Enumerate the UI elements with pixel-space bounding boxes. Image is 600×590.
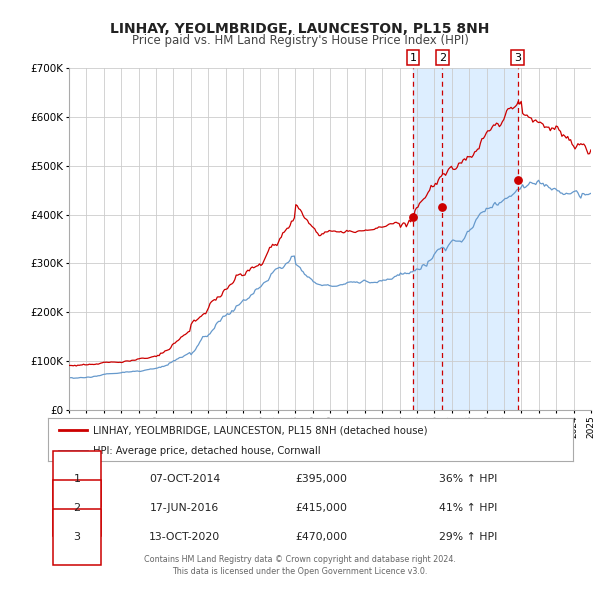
Text: £395,000: £395,000: [295, 474, 347, 484]
Text: 41% ↑ HPI: 41% ↑ HPI: [439, 503, 497, 513]
Text: HPI: Average price, detached house, Cornwall: HPI: Average price, detached house, Corn…: [92, 445, 320, 455]
Text: £470,000: £470,000: [295, 532, 347, 542]
FancyBboxPatch shape: [53, 451, 101, 507]
Text: 07-OCT-2014: 07-OCT-2014: [149, 474, 220, 484]
Text: 29% ↑ HPI: 29% ↑ HPI: [439, 532, 497, 542]
Text: LINHAY, YEOLMBRIDGE, LAUNCESTON, PL15 8NH: LINHAY, YEOLMBRIDGE, LAUNCESTON, PL15 8N…: [110, 22, 490, 37]
Text: 13-OCT-2020: 13-OCT-2020: [149, 532, 220, 542]
Text: Contains HM Land Registry data © Crown copyright and database right 2024.
This d: Contains HM Land Registry data © Crown c…: [144, 555, 456, 576]
Text: 2: 2: [73, 503, 80, 513]
Text: 17-JUN-2016: 17-JUN-2016: [150, 503, 219, 513]
Text: 3: 3: [73, 532, 80, 542]
Text: £415,000: £415,000: [295, 503, 347, 513]
Text: 3: 3: [514, 53, 521, 63]
Text: LINHAY, YEOLMBRIDGE, LAUNCESTON, PL15 8NH (detached house): LINHAY, YEOLMBRIDGE, LAUNCESTON, PL15 8N…: [92, 425, 427, 435]
FancyBboxPatch shape: [53, 480, 101, 536]
Text: 36% ↑ HPI: 36% ↑ HPI: [439, 474, 497, 484]
Text: 1: 1: [73, 474, 80, 484]
Point: [408, 212, 418, 222]
Text: 2: 2: [439, 53, 446, 63]
Text: Price paid vs. HM Land Registry's House Price Index (HPI): Price paid vs. HM Land Registry's House …: [131, 34, 469, 47]
Point: [437, 202, 447, 212]
Point: [513, 176, 523, 185]
Text: 1: 1: [409, 53, 416, 63]
Bar: [413, 68, 518, 410]
FancyBboxPatch shape: [53, 509, 101, 565]
